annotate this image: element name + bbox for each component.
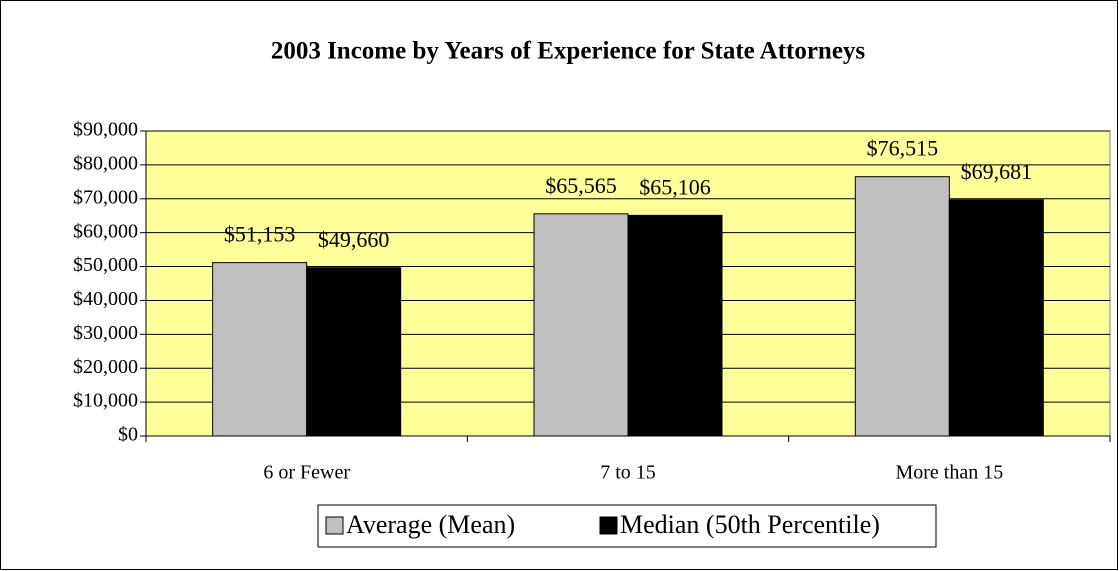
y-tick-label: $80,000 bbox=[73, 152, 138, 174]
bar bbox=[854, 176, 950, 437]
x-tick-label: 7 to 15 bbox=[600, 462, 656, 484]
y-tick-label: $50,000 bbox=[73, 254, 138, 276]
bar bbox=[627, 214, 723, 437]
bar bbox=[948, 199, 1044, 437]
data-label: $69,681 bbox=[961, 159, 1033, 184]
y-tick-label: $0 bbox=[118, 424, 138, 446]
data-label: $65,565 bbox=[545, 173, 617, 198]
y-tick-label: $20,000 bbox=[73, 356, 138, 378]
data-label: $76,515 bbox=[867, 136, 939, 161]
y-tick-label: $70,000 bbox=[73, 186, 138, 208]
x-tick-label: 6 or Fewer bbox=[263, 462, 350, 484]
chart-title: 2003 Income by Years of Experience for S… bbox=[271, 38, 866, 65]
bar bbox=[306, 267, 402, 437]
data-label: $51,153 bbox=[224, 222, 296, 247]
legend-swatch bbox=[599, 516, 618, 535]
y-tick-label: $30,000 bbox=[73, 322, 138, 344]
legend-label: Average (Mean) bbox=[346, 510, 515, 539]
y-tick-label: $60,000 bbox=[73, 220, 138, 242]
data-label: $49,660 bbox=[318, 227, 390, 252]
legend-box bbox=[317, 504, 937, 548]
y-tick-label: $10,000 bbox=[73, 390, 138, 412]
legend-label: Median (50th Percentile) bbox=[620, 510, 880, 539]
data-label: $65,106 bbox=[639, 174, 711, 199]
bar bbox=[533, 213, 629, 437]
y-tick-label: $90,000 bbox=[73, 119, 138, 141]
legend-swatch bbox=[325, 516, 344, 535]
x-tick-label: More than 15 bbox=[895, 462, 1003, 484]
bar bbox=[212, 262, 308, 437]
y-tick-label: $40,000 bbox=[73, 288, 138, 310]
